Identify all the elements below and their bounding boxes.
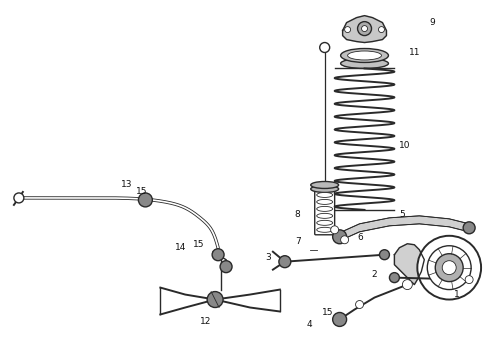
Ellipse shape	[347, 51, 382, 60]
Polygon shape	[343, 15, 387, 42]
Text: 1: 1	[454, 290, 460, 299]
Circle shape	[402, 280, 413, 289]
Circle shape	[378, 27, 385, 32]
Circle shape	[362, 26, 368, 32]
Circle shape	[427, 246, 471, 289]
Circle shape	[465, 276, 473, 284]
Circle shape	[220, 261, 232, 273]
Ellipse shape	[317, 220, 333, 225]
Circle shape	[344, 27, 350, 32]
Circle shape	[333, 312, 346, 327]
Text: 15: 15	[193, 240, 205, 249]
Circle shape	[356, 301, 364, 309]
Ellipse shape	[341, 58, 389, 68]
Circle shape	[463, 222, 475, 234]
Circle shape	[390, 273, 399, 283]
Text: 5: 5	[399, 210, 405, 219]
Ellipse shape	[317, 193, 333, 197]
Text: 13: 13	[121, 180, 132, 189]
Ellipse shape	[311, 185, 339, 193]
Circle shape	[442, 261, 456, 275]
Circle shape	[319, 42, 330, 53]
Ellipse shape	[317, 199, 333, 204]
Text: 12: 12	[200, 317, 212, 326]
Polygon shape	[340, 216, 469, 241]
Ellipse shape	[317, 206, 333, 211]
Circle shape	[207, 292, 223, 307]
Circle shape	[14, 193, 24, 203]
Text: 8: 8	[295, 210, 300, 219]
Circle shape	[358, 22, 371, 36]
Circle shape	[417, 236, 481, 300]
Text: 2: 2	[371, 270, 377, 279]
Text: 11: 11	[409, 48, 421, 57]
Text: 15: 15	[322, 308, 333, 317]
Text: 10: 10	[399, 141, 411, 150]
Circle shape	[341, 236, 348, 244]
Text: 14: 14	[175, 243, 187, 252]
Ellipse shape	[317, 213, 333, 219]
Circle shape	[379, 250, 390, 260]
Circle shape	[212, 249, 224, 261]
Circle shape	[333, 230, 346, 244]
FancyBboxPatch shape	[315, 188, 335, 235]
Text: 7: 7	[295, 237, 300, 246]
Circle shape	[138, 193, 152, 207]
Ellipse shape	[317, 227, 333, 232]
Circle shape	[279, 256, 291, 268]
Text: 6: 6	[358, 233, 363, 242]
Circle shape	[435, 254, 463, 282]
Polygon shape	[394, 244, 424, 285]
Text: 3: 3	[265, 253, 270, 262]
Text: 4: 4	[307, 320, 313, 329]
Text: 15: 15	[136, 188, 148, 197]
Ellipse shape	[341, 49, 389, 62]
Text: 9: 9	[429, 18, 435, 27]
Ellipse shape	[311, 181, 339, 189]
Circle shape	[331, 226, 339, 234]
